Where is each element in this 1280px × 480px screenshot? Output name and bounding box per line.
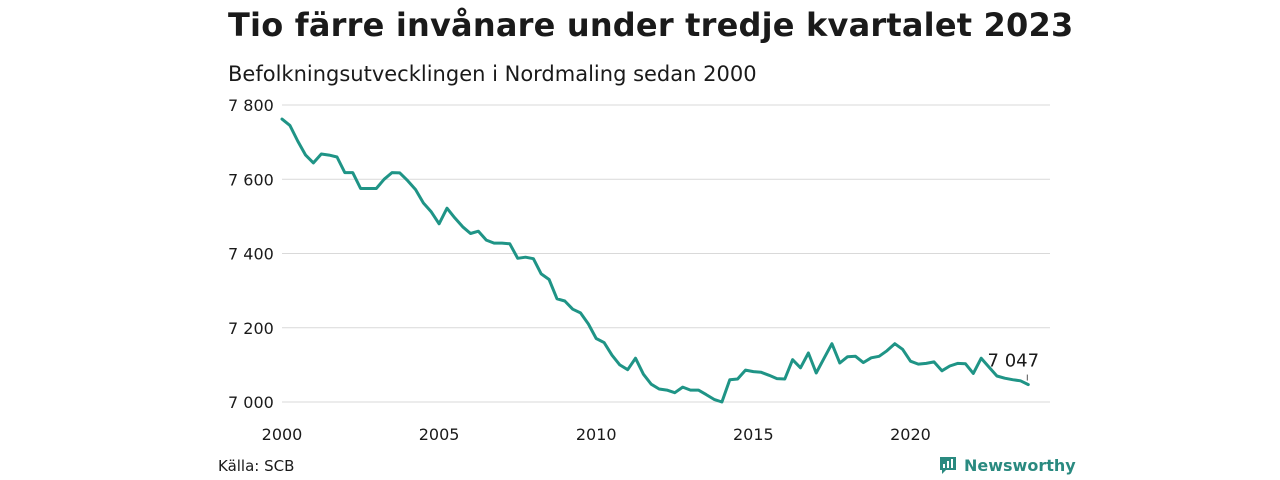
- y-tick-label: 7 400: [228, 245, 274, 264]
- y-axis-tick-labels: 7 000 7 200 7 400 7 600 7 800: [228, 96, 274, 412]
- x-tick-label: 2010: [576, 425, 617, 444]
- brand-logo: Newsworthy: [938, 455, 1076, 475]
- chart-title: Tio färre invånare under tredje kvartale…: [228, 6, 1074, 44]
- chart-subtitle: Befolkningsutvecklingen i Nordmaling sed…: [228, 62, 757, 86]
- y-tick-label: 7 600: [228, 170, 274, 189]
- x-tick-label: 2015: [733, 425, 774, 444]
- x-tick-label: 2020: [890, 425, 931, 444]
- population-line: [280, 117, 1030, 404]
- y-tick-label: 7 800: [228, 96, 274, 115]
- source-note: Källa: SCB: [218, 457, 295, 475]
- grid-lines: [282, 104, 1050, 403]
- newsworthy-logo-icon: [940, 457, 956, 474]
- y-tick-label: 7 000: [228, 393, 274, 412]
- x-tick-label: 2005: [419, 425, 460, 444]
- brand-name: Newsworthy: [964, 455, 1076, 475]
- y-tick-label: 7 200: [228, 319, 274, 338]
- x-axis-tick-labels: 2000 2005 2010 2015 2020: [262, 425, 931, 444]
- x-tick-label: 2000: [262, 425, 303, 444]
- annotation-label: 7 047: [988, 351, 1040, 372]
- last-value-annotation: 7 047: [988, 351, 1040, 381]
